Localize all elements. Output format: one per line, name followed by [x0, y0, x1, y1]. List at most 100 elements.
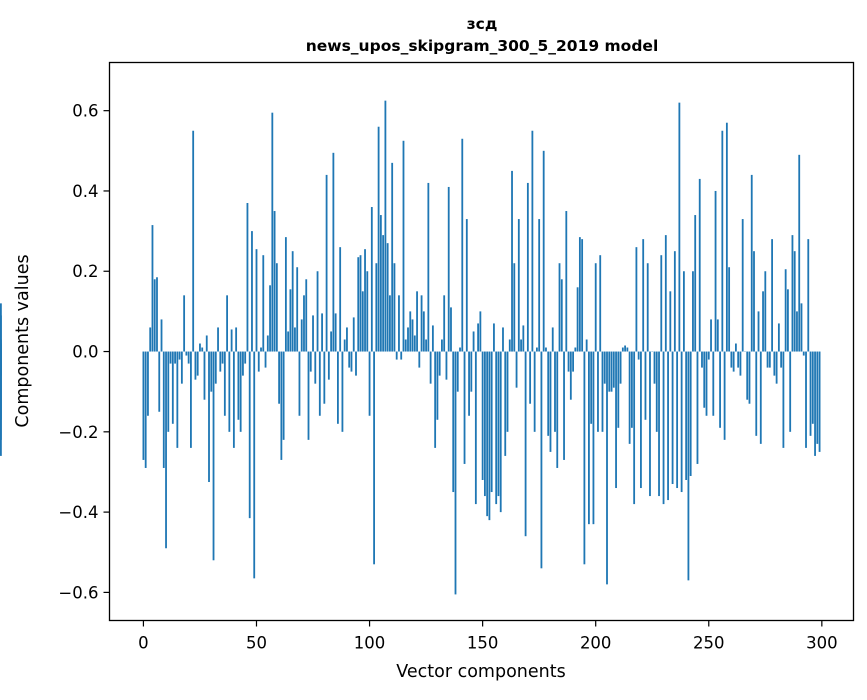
bar-component-280 — [776, 352, 778, 384]
bar-component-235 — [674, 251, 676, 351]
bars-group — [0, 101, 820, 595]
bar-component-69 — [299, 352, 301, 416]
y-tick-label: 0.4 — [72, 182, 98, 201]
bar-component-151 — [484, 352, 486, 497]
bar-component-149 — [479, 311, 481, 351]
bar-component-49 — [253, 352, 255, 579]
bar-component-203 — [602, 352, 604, 432]
bar-component-226 — [654, 352, 656, 384]
bar-component-42 — [238, 352, 240, 420]
bar-component-63 — [285, 237, 287, 351]
bar-component-172 — [531, 131, 533, 352]
bar-component-82 — [328, 352, 330, 380]
bar-component-148 — [477, 323, 479, 351]
bar-component-50 — [256, 249, 258, 351]
bar-component-274 — [762, 291, 764, 351]
bar-component-5 — [154, 279, 156, 351]
bar-component-212 — [622, 348, 624, 352]
bar-component-39 — [231, 329, 233, 351]
bar-component-245 — [697, 352, 699, 464]
bar-component-267 — [746, 352, 748, 400]
bar-component-166 — [518, 219, 520, 351]
bar-component-70 — [301, 319, 303, 351]
bar-component-238 — [681, 352, 683, 493]
bar-component-268 — [749, 352, 751, 404]
bar-component-27 — [204, 352, 206, 400]
bar-component-216 — [631, 352, 633, 428]
bar-component-41 — [235, 327, 237, 351]
bar-component-163 — [511, 171, 513, 352]
bar-component-295 — [810, 352, 812, 436]
bar-component-15 — [176, 352, 178, 448]
y-axis-label: Components values — [13, 254, 33, 427]
bar-component-254 — [717, 319, 719, 351]
chart-title-line-1: зсд — [467, 15, 498, 33]
bar-component-48 — [251, 231, 253, 351]
y-tick-label: −0.6 — [58, 583, 98, 602]
bar-component-139 — [457, 352, 459, 392]
bar-component-165 — [516, 352, 518, 388]
bar-component-109 — [389, 295, 391, 351]
bar-component-136 — [450, 307, 452, 351]
bar-component-1 — [145, 352, 147, 468]
bar-component-32 — [215, 352, 217, 384]
bar-component-287 — [792, 235, 794, 351]
bar-component-228 — [658, 352, 660, 497]
bar-component-297 — [814, 352, 816, 456]
bar-component-164 — [513, 263, 515, 351]
bar-component-7 — [158, 352, 160, 412]
bar-component-187 — [565, 211, 567, 352]
bar-component-161 — [507, 352, 509, 432]
bar-component-29 — [208, 352, 210, 482]
bar-component-185 — [561, 279, 563, 351]
bar-component-193 — [579, 237, 581, 351]
bar-component-158 — [500, 352, 502, 513]
bar-component-77 — [317, 271, 319, 351]
bar-component-247 — [701, 352, 703, 368]
bar-component-248 — [703, 352, 705, 408]
bar-component-8 — [161, 319, 163, 351]
bar-component-211 — [620, 352, 622, 384]
bar-component-262 — [735, 344, 737, 352]
bar-component-56 — [269, 285, 271, 351]
bar-component-113 — [398, 295, 400, 351]
bar-component-236 — [676, 352, 678, 488]
bar-component-275 — [764, 271, 766, 351]
bar-component-142 — [464, 352, 466, 464]
bar-component-145 — [470, 352, 472, 392]
bar-component-292 — [803, 352, 805, 356]
bar-component-21 — [190, 352, 192, 448]
bar-component-85 — [335, 313, 337, 351]
bar-component-2 — [147, 352, 149, 416]
bar-component-179 — [547, 352, 549, 436]
bar-component-157 — [498, 352, 500, 497]
bar-component-285 — [787, 289, 789, 351]
bar-component-224 — [649, 352, 651, 497]
bar-component-65 — [290, 289, 292, 351]
bar-component-173 — [534, 352, 536, 432]
bar-component-220 — [640, 352, 642, 488]
bar-component-59 — [276, 263, 278, 351]
bar-component-105 — [380, 215, 382, 351]
bar-component-162 — [509, 339, 511, 351]
bar-component-71 — [303, 295, 305, 351]
bar-component-177 — [543, 151, 545, 352]
bar-component-0 — [143, 352, 145, 460]
bar-component-133 — [443, 295, 445, 351]
bar-component-207 — [611, 352, 613, 392]
bar-component-141 — [461, 139, 463, 352]
bar-component-34 — [219, 352, 221, 372]
bar-component-288 — [794, 251, 796, 351]
bar-component-259 — [728, 267, 730, 351]
bar-component-242 — [690, 352, 692, 476]
bar-component-116 — [405, 339, 407, 351]
bar-component-229 — [660, 255, 662, 351]
x-axis-label: Vector components — [396, 662, 565, 682]
x-tick-label: 0 — [138, 634, 149, 653]
bar-component-92 — [351, 352, 353, 372]
bar-component-183 — [556, 352, 558, 468]
bar-component-296 — [812, 352, 814, 424]
bar-component-66 — [292, 251, 294, 351]
bar-component-79 — [321, 313, 323, 351]
